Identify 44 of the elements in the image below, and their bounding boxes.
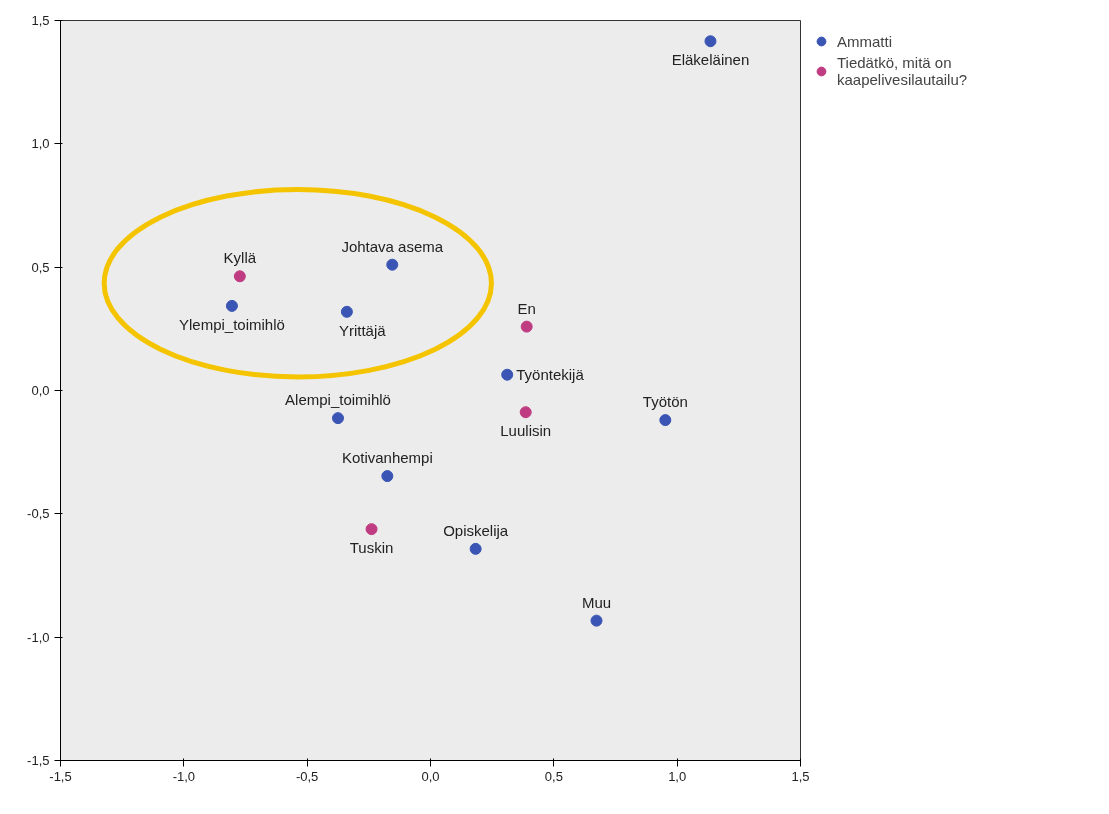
annotation: Työntekijä <box>516 366 585 384</box>
annotation: Luulisin <box>500 422 552 440</box>
y-tick-label: -1,5 <box>27 753 50 768</box>
annotation: Muu <box>581 593 612 611</box>
y-tick-label: 1,5 <box>31 13 50 28</box>
annotation: Kyllä <box>223 249 257 267</box>
point <box>381 470 394 483</box>
annotation: Opiskelija <box>443 521 509 539</box>
y-tick-label: -1,0 <box>27 629 50 645</box>
annotation: Työtön <box>642 393 688 411</box>
point <box>365 523 378 536</box>
y-tick-label: 0,5 <box>31 259 50 275</box>
annotation: Eläkeläinen <box>671 51 750 69</box>
point <box>704 35 717 48</box>
x-tick-label: 0,0 <box>421 768 440 784</box>
annotation: Yrittäjä <box>338 321 387 339</box>
point <box>659 414 672 427</box>
point <box>520 320 533 333</box>
annotation: Ylempi_toimihlö <box>178 315 285 333</box>
x-tick-label: 1,0 <box>668 768 687 784</box>
annotation: En <box>517 299 536 317</box>
x-tick-label: -1,5 <box>49 768 72 784</box>
point <box>469 542 482 555</box>
x-tick-label: 1,5 <box>791 768 810 784</box>
annotation: Tuskin <box>349 539 394 557</box>
legend-label: Tiedätkö, mitä on kaapelivesilautailu? <box>837 54 968 88</box>
y-tick-label: -0,5 <box>27 506 50 522</box>
annotation: Kotivanhempi <box>341 449 433 467</box>
point <box>519 406 532 419</box>
x-tick-label: -0,5 <box>295 768 319 784</box>
point <box>501 368 514 381</box>
point <box>590 614 603 627</box>
x-tick-label: 0,5 <box>544 768 563 784</box>
annotation: Alempi_toimihlö <box>285 391 391 409</box>
point <box>332 412 344 425</box>
point <box>340 305 353 318</box>
point <box>386 258 399 271</box>
y-tick-label: 0,0 <box>31 383 50 398</box>
point <box>225 299 238 312</box>
x-tick-label: -1,0 <box>172 768 196 784</box>
y-tick-label: 1,0 <box>31 136 50 152</box>
legend-label: Ammatti <box>837 32 893 50</box>
annotation: Johtava asema <box>341 237 444 255</box>
point <box>233 270 246 283</box>
